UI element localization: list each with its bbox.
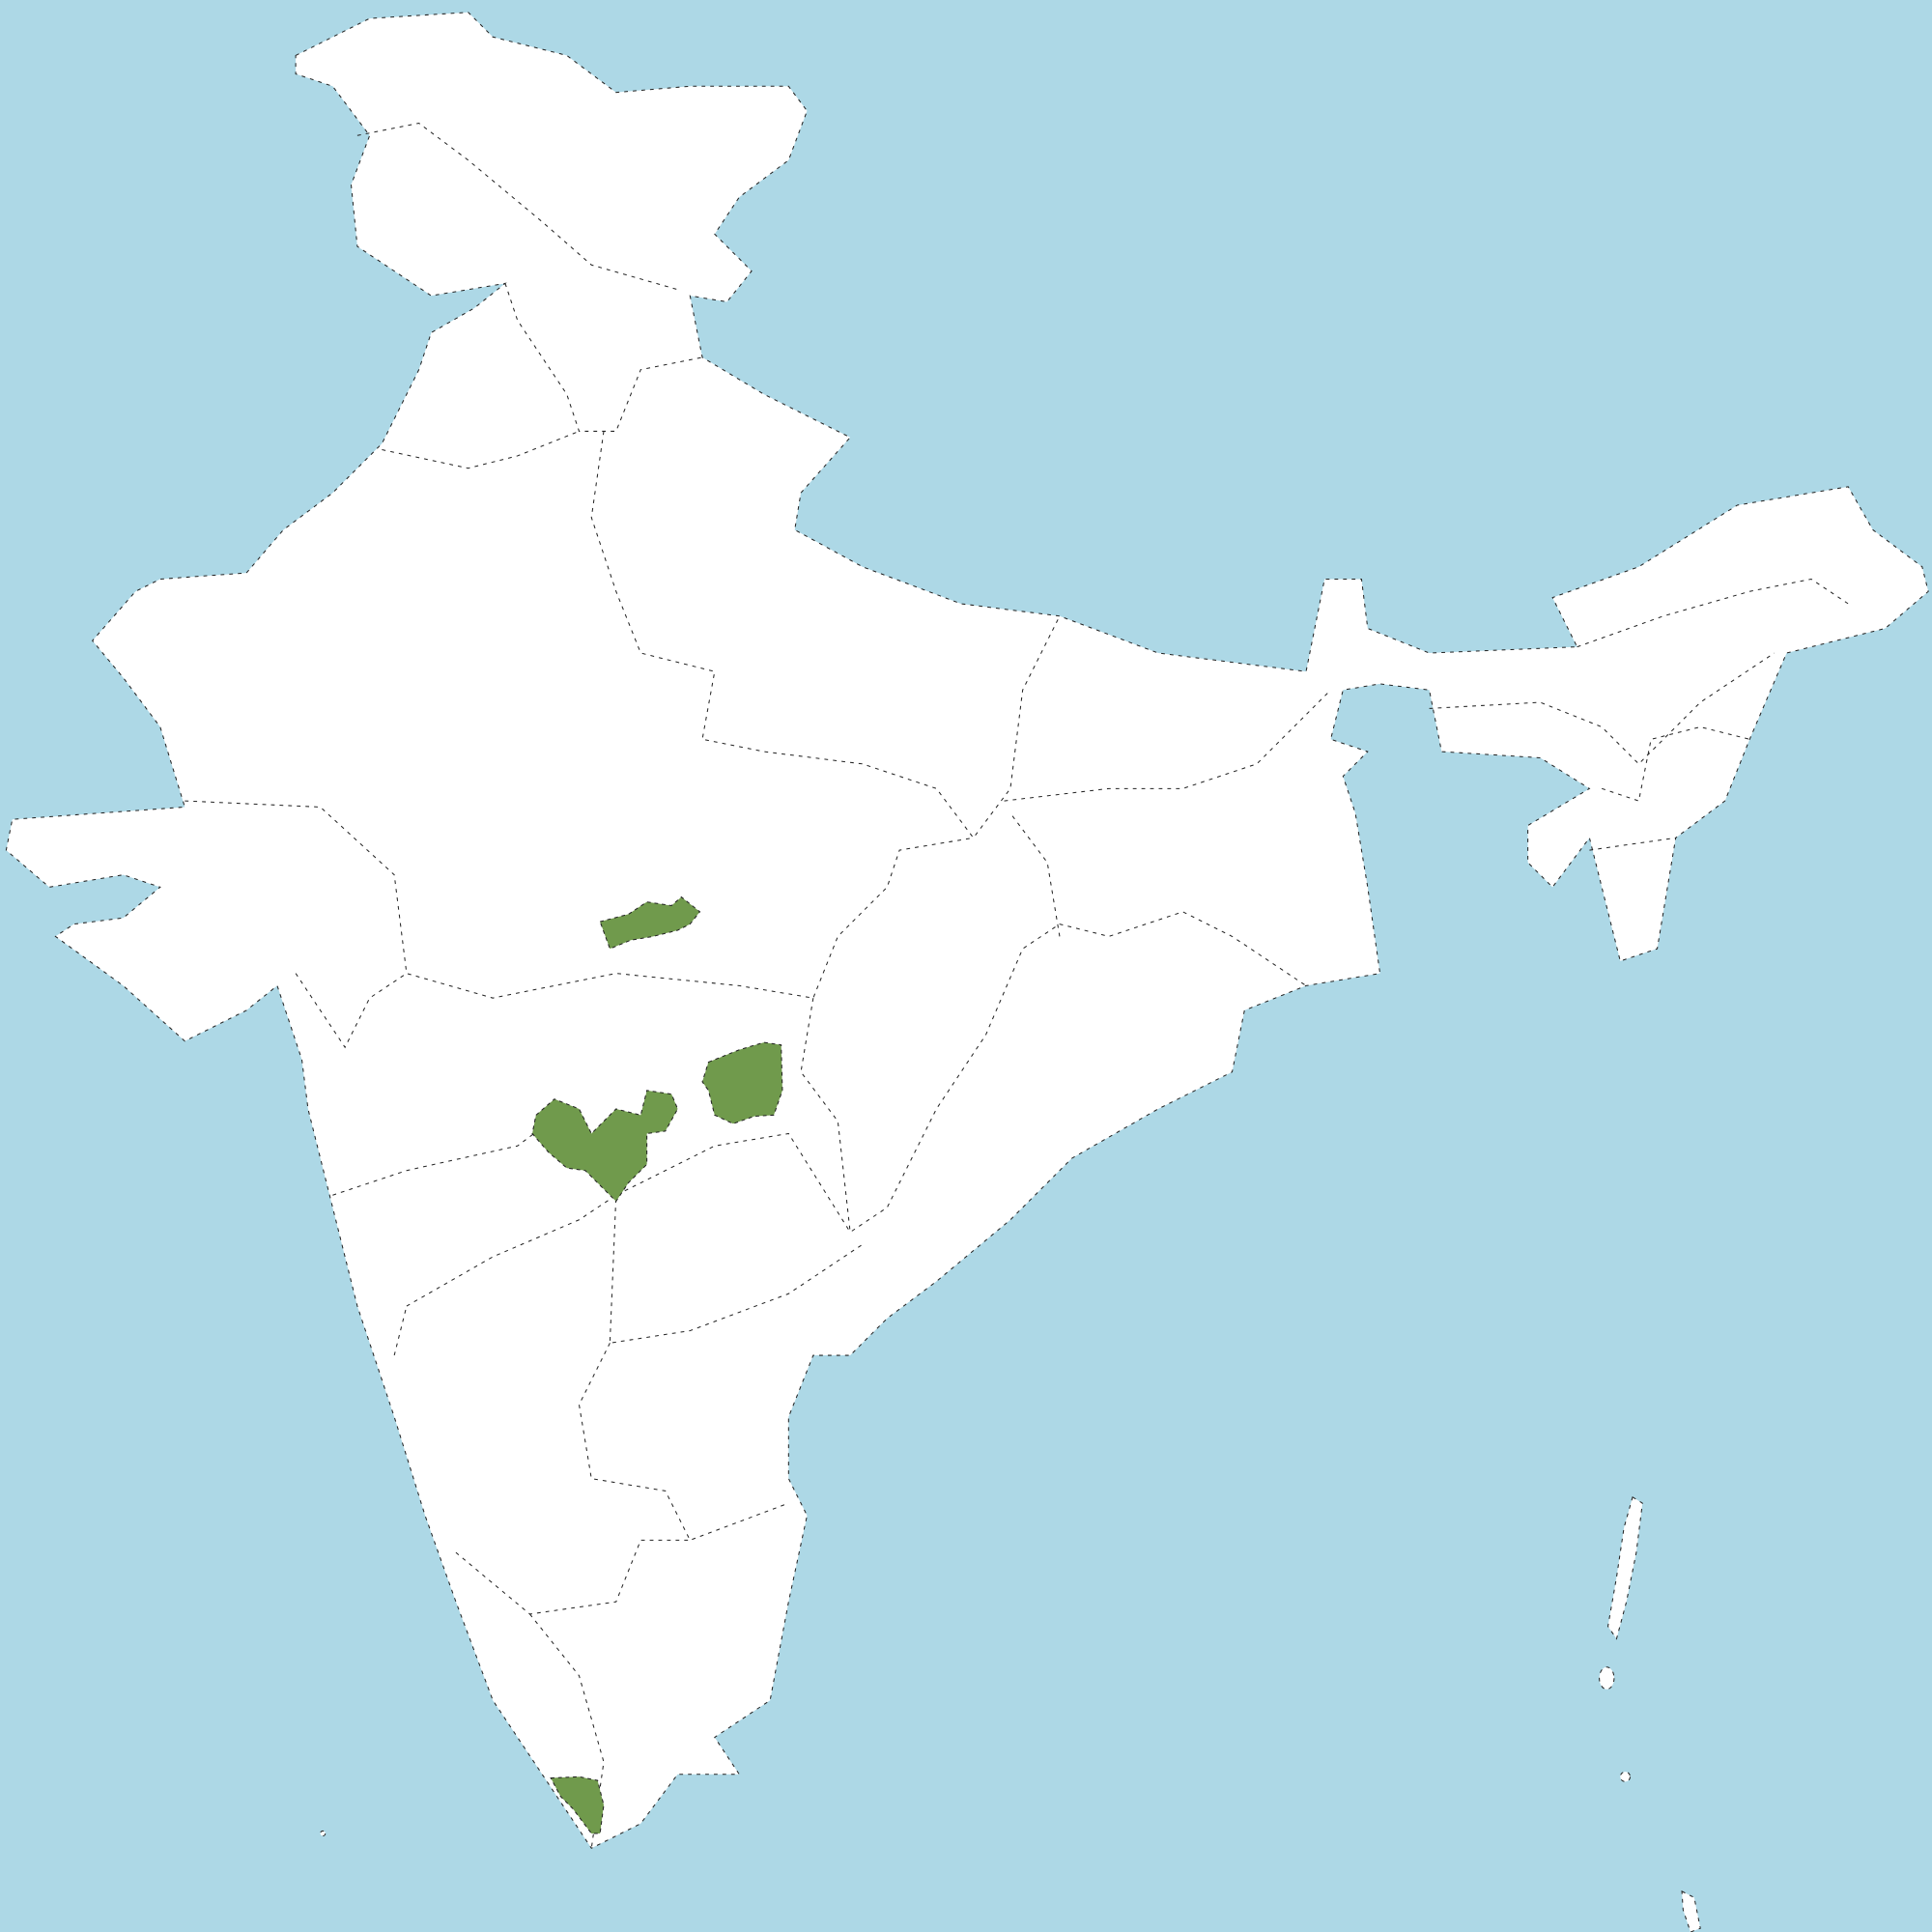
highlighted-district bbox=[701, 1041, 783, 1124]
island bbox=[1619, 1771, 1632, 1782]
highlighted-district bbox=[531, 1090, 679, 1203]
island bbox=[320, 1830, 327, 1837]
highlighted-district bbox=[550, 1776, 605, 1834]
islands bbox=[320, 1495, 1701, 1932]
nicobar-islands bbox=[1681, 1890, 1701, 1932]
highlighted-districts bbox=[531, 895, 783, 1834]
state-borders bbox=[185, 123, 1849, 1849]
highlighted-district bbox=[599, 895, 701, 950]
india-mainland bbox=[5, 12, 1929, 1849]
island bbox=[1599, 1666, 1615, 1690]
andaman-islands bbox=[1607, 1495, 1643, 1640]
